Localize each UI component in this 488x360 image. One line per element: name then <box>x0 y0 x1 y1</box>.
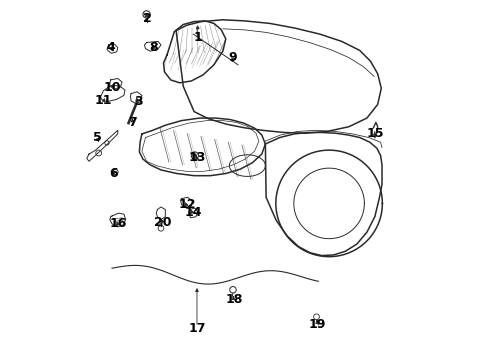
Text: 2: 2 <box>142 12 151 24</box>
Text: 18: 18 <box>225 293 243 306</box>
Text: 3: 3 <box>134 95 142 108</box>
Text: 8: 8 <box>149 41 158 54</box>
Text: 15: 15 <box>366 127 383 140</box>
Circle shape <box>193 154 196 157</box>
Text: 16: 16 <box>109 217 126 230</box>
Text: 14: 14 <box>184 206 202 219</box>
Text: 5: 5 <box>93 131 102 144</box>
Text: 20: 20 <box>153 216 171 229</box>
Text: 13: 13 <box>188 151 205 164</box>
Text: 9: 9 <box>228 51 237 64</box>
Text: 17: 17 <box>188 322 205 335</box>
Text: 12: 12 <box>178 198 195 211</box>
Text: 6: 6 <box>108 167 117 180</box>
Text: 11: 11 <box>95 94 112 107</box>
Text: 7: 7 <box>128 116 137 129</box>
Text: 1: 1 <box>193 31 202 44</box>
Text: 19: 19 <box>308 318 325 331</box>
Text: 10: 10 <box>103 81 121 94</box>
Text: 4: 4 <box>107 41 116 54</box>
